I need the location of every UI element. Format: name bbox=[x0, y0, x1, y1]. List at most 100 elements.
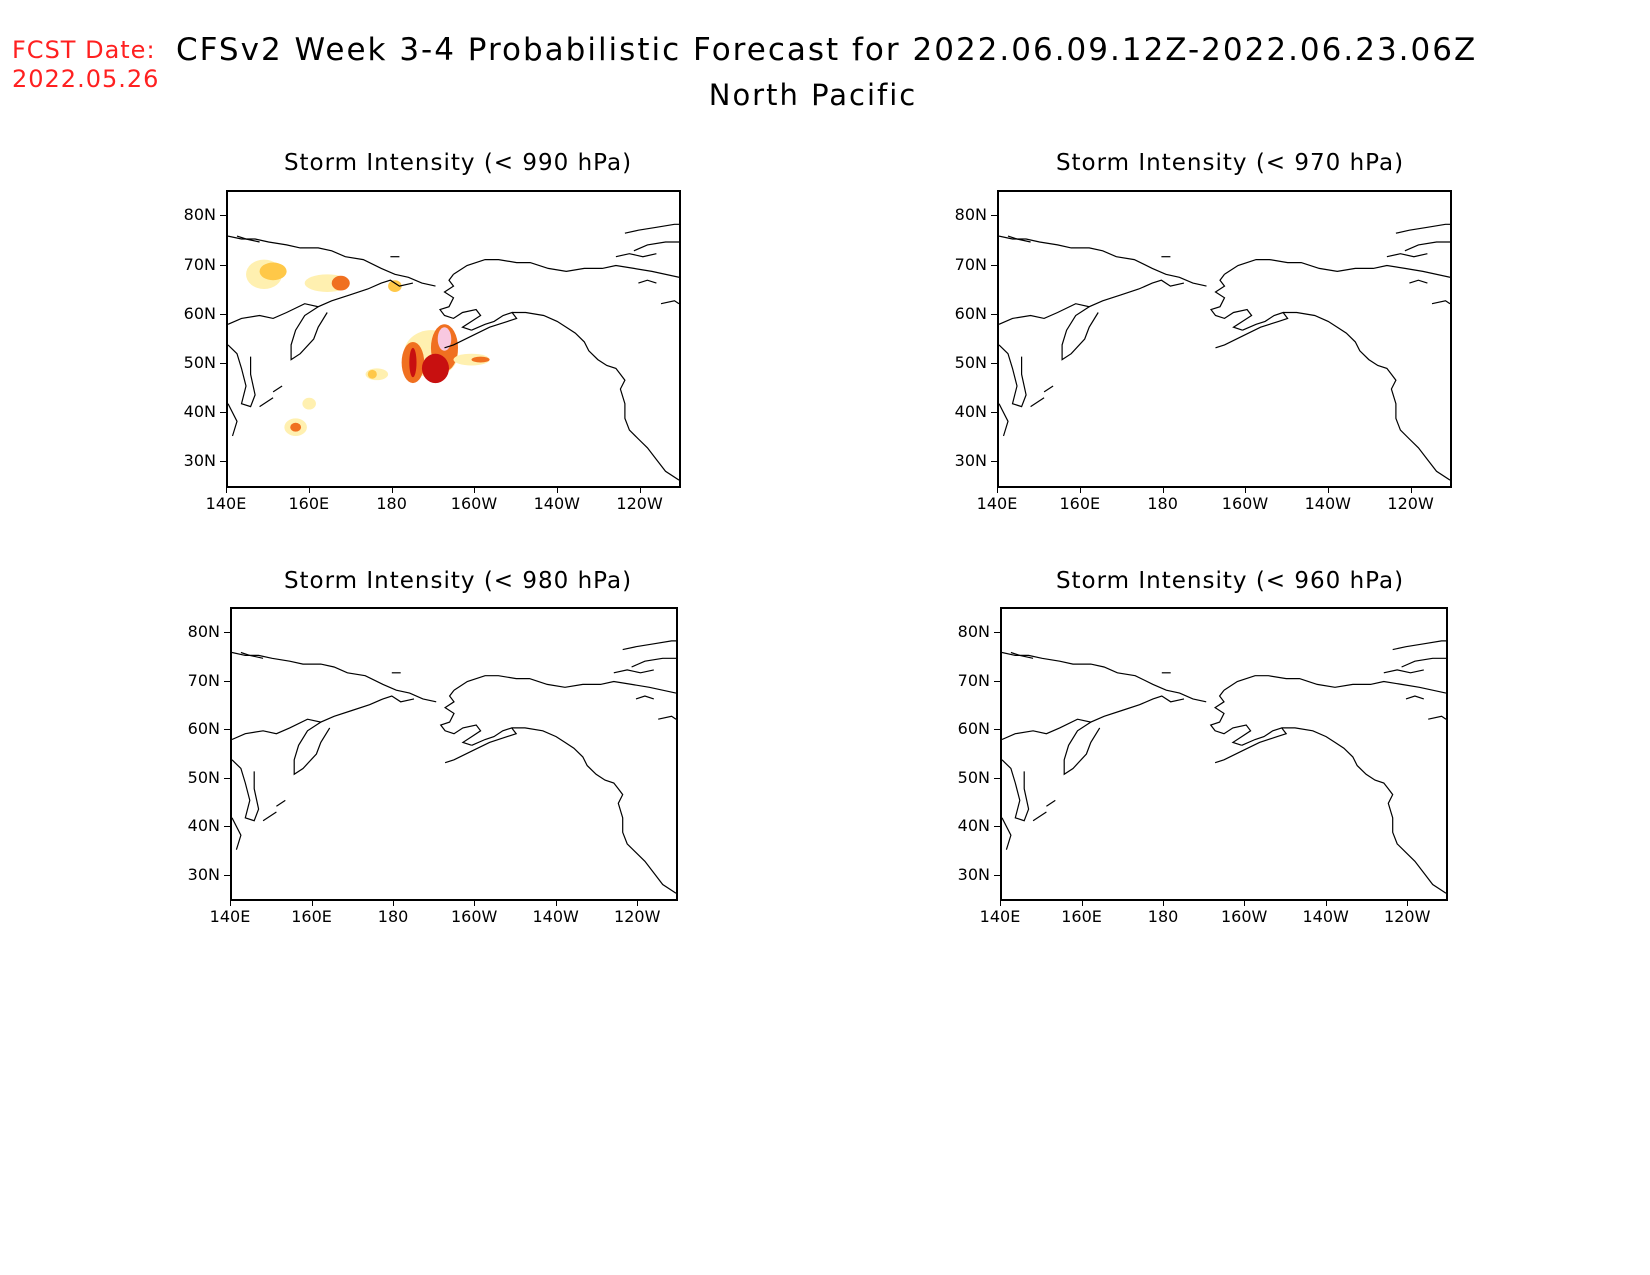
coastline bbox=[1401, 657, 1446, 668]
lat-tick bbox=[220, 215, 226, 217]
coastline bbox=[635, 695, 654, 700]
lat-tick bbox=[994, 729, 1000, 730]
coastline bbox=[1043, 385, 1054, 393]
lat-tick bbox=[994, 826, 1000, 828]
region-title: North Pacific bbox=[0, 78, 1650, 112]
lon-tick bbox=[1410, 488, 1412, 493]
map-panel bbox=[997, 190, 1452, 488]
lat-tick-label: 50N bbox=[957, 767, 990, 787]
lon-tick-label: 140E bbox=[209, 907, 251, 926]
fcst-date-value: 2022.05.26 bbox=[12, 65, 160, 93]
lon-tick bbox=[308, 488, 310, 493]
lon-tick bbox=[1244, 901, 1246, 906]
coastline bbox=[1224, 258, 1450, 278]
lat-tick-label: 30N bbox=[957, 864, 990, 884]
lat-tick bbox=[991, 461, 997, 463]
coastline bbox=[638, 279, 657, 284]
coastline bbox=[293, 721, 331, 776]
map-drawing bbox=[1002, 640, 1446, 894]
lon-tick-label: 160E bbox=[1059, 494, 1101, 513]
lon-tick bbox=[639, 488, 641, 493]
coastline bbox=[999, 279, 1185, 325]
coastline bbox=[232, 817, 242, 850]
coastline bbox=[511, 727, 676, 894]
coastline bbox=[622, 640, 676, 651]
coastline bbox=[1404, 241, 1450, 252]
lon-tick-label: 180 bbox=[1147, 494, 1178, 513]
lat-tick-label: 70N bbox=[957, 670, 990, 690]
lat-tick-label: 40N bbox=[183, 402, 216, 421]
coastline bbox=[1209, 689, 1252, 746]
lat-tick bbox=[991, 215, 997, 217]
lon-tick-label: 140W bbox=[1302, 907, 1349, 926]
lon-tick-label: 180 bbox=[377, 907, 409, 926]
coastline bbox=[236, 235, 260, 243]
coastline bbox=[228, 279, 414, 325]
coastline bbox=[232, 651, 437, 703]
lon-tick-label: 140W bbox=[532, 907, 579, 926]
coastline bbox=[1428, 715, 1446, 720]
lat-tick bbox=[224, 680, 230, 682]
lon-tick-label: 140E bbox=[205, 494, 247, 513]
panel-title: Storm Intensity (< 980 hPa) bbox=[283, 568, 633, 594]
coastline bbox=[1010, 651, 1034, 659]
lat-tick-label: 70N bbox=[183, 254, 216, 274]
lat-tick-label: 50N bbox=[954, 352, 987, 372]
lat-tick-label: 60N bbox=[954, 303, 987, 323]
lat-tick bbox=[224, 874, 230, 876]
coastline bbox=[439, 689, 482, 746]
lon-tick-label: 140W bbox=[1304, 494, 1351, 513]
lon-tick-label: 140E bbox=[976, 494, 1018, 513]
coastline bbox=[290, 306, 328, 361]
coastline bbox=[272, 385, 283, 393]
lat-tick bbox=[220, 362, 226, 364]
lat-tick bbox=[991, 412, 997, 413]
coastline bbox=[631, 657, 676, 668]
lat-tick-label: 30N bbox=[183, 451, 216, 471]
lat-tick-label: 50N bbox=[187, 767, 220, 787]
coastline bbox=[228, 403, 238, 437]
lat-tick bbox=[991, 313, 997, 315]
coastline bbox=[999, 403, 1009, 437]
lon-tick bbox=[997, 488, 998, 493]
lat-tick-label: 40N bbox=[187, 816, 220, 836]
lon-tick bbox=[1327, 488, 1329, 493]
lon-tick bbox=[637, 901, 639, 906]
map-drawing bbox=[228, 223, 679, 481]
lat-tick-label: 30N bbox=[954, 451, 987, 471]
coastline bbox=[1002, 695, 1185, 741]
lon-tick-label: 120W bbox=[1387, 494, 1434, 513]
lat-tick bbox=[220, 313, 226, 315]
coastline bbox=[1223, 675, 1446, 694]
probability-shading bbox=[437, 327, 452, 351]
region-label: North Pacific bbox=[708, 78, 918, 112]
lon-tick bbox=[1407, 901, 1409, 906]
map-panel bbox=[226, 190, 681, 488]
coastline bbox=[1046, 799, 1056, 807]
lon-tick bbox=[1244, 488, 1246, 493]
lat-tick bbox=[220, 412, 226, 413]
coastline bbox=[633, 241, 679, 252]
lon-tick-label: 160W bbox=[1220, 907, 1268, 926]
probability-shading bbox=[421, 353, 449, 384]
coastline bbox=[1405, 695, 1424, 700]
lat-tick bbox=[220, 461, 226, 463]
coastline bbox=[1007, 235, 1031, 243]
coastline bbox=[1395, 223, 1450, 234]
map-panel bbox=[1000, 607, 1448, 901]
lat-tick-label: 50N bbox=[183, 352, 216, 372]
lat-tick-label: 70N bbox=[187, 670, 220, 690]
lon-tick bbox=[1163, 901, 1165, 906]
coastline bbox=[658, 715, 676, 720]
coastline bbox=[228, 235, 436, 287]
lon-tick bbox=[391, 488, 393, 493]
probability-shading bbox=[302, 397, 316, 410]
lat-tick-label: 80N bbox=[954, 205, 987, 225]
lat-tick bbox=[224, 631, 230, 633]
coastline bbox=[228, 344, 256, 408]
lon-tick-label: 160E bbox=[291, 907, 332, 926]
lat-tick-label: 80N bbox=[183, 205, 216, 225]
lat-tick-label: 60N bbox=[183, 303, 216, 323]
coastline bbox=[1283, 311, 1450, 481]
lat-tick-label: 80N bbox=[957, 621, 990, 641]
